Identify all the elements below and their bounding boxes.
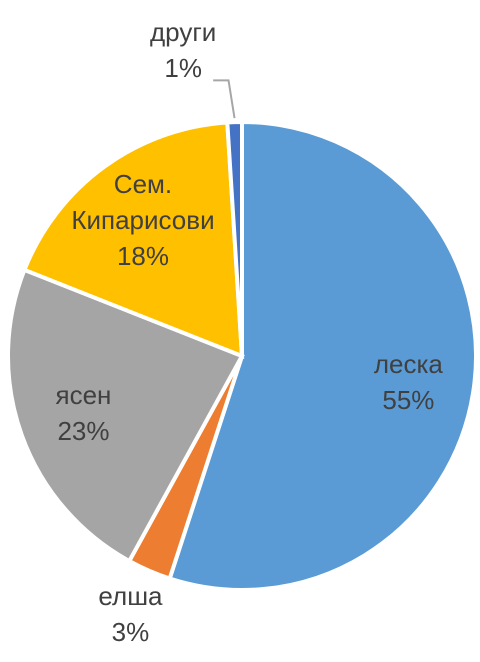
- pie-slice: [225, 119, 244, 357]
- category-label: елша: [98, 580, 163, 611]
- category-label: други: [149, 17, 217, 48]
- pie-slice: [21, 120, 245, 360]
- value-label: 1%: [164, 53, 202, 84]
- category-label: леска: [373, 349, 443, 380]
- category-label: Сем. Кипарисови: [71, 168, 215, 235]
- data-label: Сем. Кипарисови 18%: [58, 166, 228, 274]
- pie-slice: [6, 267, 245, 564]
- category-label: ясен: [55, 380, 112, 411]
- pie-slice: [167, 119, 478, 592]
- value-label: 23%: [57, 416, 110, 447]
- value-label: 55%: [382, 385, 435, 416]
- data-label: леска 55%: [323, 346, 480, 418]
- data-label: ясен 23%: [0, 377, 168, 449]
- value-label: 18%: [116, 240, 169, 271]
- data-label: други 1%: [98, 14, 268, 86]
- value-label: 3%: [111, 616, 150, 647]
- leader-line: [213, 79, 236, 119]
- data-label: елша 3%: [45, 578, 215, 650]
